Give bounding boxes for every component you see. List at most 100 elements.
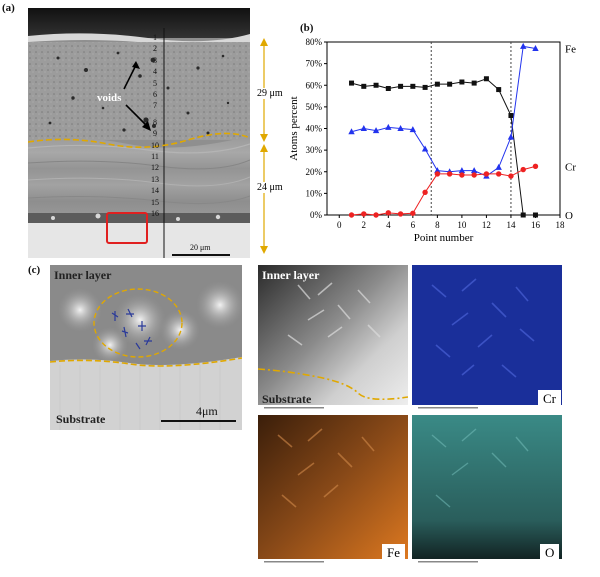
point-o [398, 83, 404, 89]
y-tick-label: 0% [310, 210, 323, 220]
x-tick-label: 16 [531, 220, 541, 230]
point-1: 1 [153, 33, 157, 42]
point-10: 10 [151, 140, 159, 150]
point-cr [422, 189, 428, 195]
point-o [520, 212, 526, 218]
tem-inner-layer-label: Inner layer [262, 268, 320, 282]
point-7: 7 [153, 101, 157, 111]
scale-bar-a-label: 20 μm [190, 243, 211, 252]
point-o [459, 79, 465, 85]
point-cr [483, 171, 490, 177]
y-tick-label: 20% [306, 167, 323, 177]
cr-map-image [412, 265, 562, 411]
point-fe [470, 167, 478, 174]
y-tick-label: 10% [306, 188, 323, 198]
scale-bar-a [172, 254, 230, 256]
fe-map-image [258, 415, 408, 565]
point-o [385, 85, 391, 91]
point-o [496, 87, 502, 93]
x-tick-label: 8 [435, 220, 440, 230]
inner-thickness-label: 24 μm [257, 182, 283, 193]
point-2: 2 [153, 44, 157, 54]
point-fe [458, 167, 466, 174]
x-tick-label: 12 [482, 220, 491, 230]
point-fe [421, 145, 429, 152]
tem-image [258, 265, 408, 411]
y-tick-label: 30% [306, 145, 323, 155]
point-fe [495, 163, 502, 170]
voids-arrows [123, 61, 151, 131]
point-cr [434, 171, 441, 177]
point-cr [446, 171, 453, 177]
series-line-fe [351, 45, 536, 177]
point-o [532, 212, 538, 218]
point-o [508, 113, 514, 119]
point-4: 4 [153, 67, 157, 77]
x-tick-label: 4 [386, 220, 391, 230]
sem-c-substrate-label: Substrate [56, 412, 106, 426]
point-fe [397, 125, 404, 131]
panel-b-label: (b) [300, 22, 314, 34]
point-fe [434, 167, 441, 174]
o-map-label: O [540, 544, 560, 562]
y-tick-label: 70% [306, 59, 323, 69]
point-cr [385, 210, 392, 216]
point-o [483, 76, 489, 82]
point-cr [459, 172, 465, 178]
point-o [410, 83, 416, 89]
sem-c-scale-label: 4μm [196, 404, 218, 418]
point-cr [495, 171, 502, 177]
point-11: 11 [151, 152, 159, 162]
point-14: 14 [151, 186, 159, 196]
point-o [361, 83, 367, 89]
point-fe [507, 133, 515, 140]
point-o [373, 82, 379, 88]
point-cr [397, 211, 404, 217]
o-map-image [412, 415, 562, 565]
point-fe [520, 42, 527, 49]
y-axis-label: Atoms percent [288, 96, 300, 160]
point-o [447, 81, 453, 87]
series-label-o: O [565, 210, 573, 222]
point-fe [532, 44, 539, 51]
point-cr [361, 211, 367, 217]
point-cr [348, 212, 355, 218]
y-tick-label: 60% [306, 80, 323, 90]
sem-c-scale-bar [161, 420, 236, 422]
highlight-box [106, 212, 148, 244]
point-o [434, 81, 440, 87]
x-axis-label: Point number [414, 232, 474, 244]
point-cr [532, 163, 539, 170]
sem-c-inner-layer-label: Inner layer [54, 268, 112, 282]
x-tick-label: 2 [362, 220, 367, 230]
tem-substrate-label: Substrate [262, 392, 312, 406]
point-5: 5 [153, 78, 157, 88]
x-tick-label: 10 [457, 220, 467, 230]
series-line-o [351, 78, 536, 216]
atoms-percent-chart: 0% 10% 20% 30% 40% 50% 60% 70% 80% 0 2 4 6 8 10 12 14 16 1… [288, 37, 576, 244]
point-fe [348, 128, 355, 135]
x-tick-label: 14 [506, 220, 516, 230]
point-cr [373, 212, 379, 218]
series-label-fe: Fe [565, 43, 576, 55]
series-line-cr [351, 165, 536, 216]
point-fe [385, 123, 392, 130]
point-cr [410, 210, 416, 216]
point-o [471, 80, 477, 86]
voids-label: voids [97, 92, 122, 104]
point-cr [508, 173, 514, 179]
thickness-arrows [260, 38, 268, 254]
point-number-column: 1 2 3 4 5 6 7 8 9 10 11 12 13 14 15 16 [148, 32, 162, 252]
panel-a-label: (a) [2, 2, 15, 14]
point-8: 8 [153, 117, 157, 127]
fe-map-label: Fe [382, 544, 405, 562]
sem-cross-section-image [28, 8, 250, 258]
point-13: 13 [151, 174, 159, 184]
sem-interface-image [50, 265, 242, 430]
point-cr [471, 172, 477, 178]
point-o [349, 80, 355, 86]
point-12: 12 [151, 163, 159, 173]
point-6: 6 [153, 90, 157, 100]
point-fe [360, 125, 367, 131]
point-cr [520, 166, 526, 173]
